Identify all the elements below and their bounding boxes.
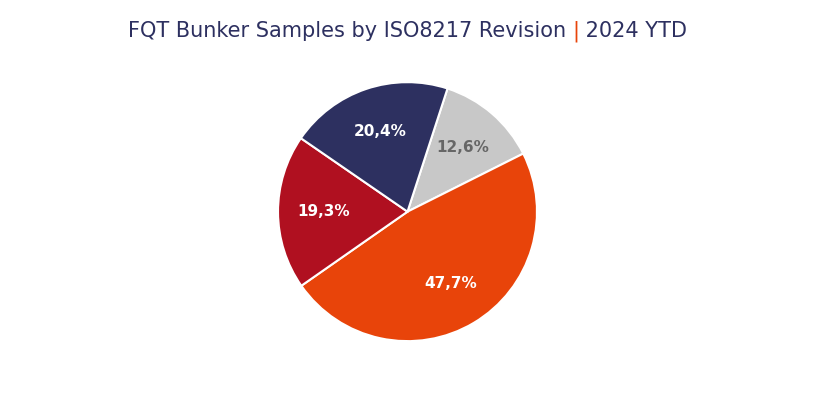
Wedge shape <box>302 154 537 341</box>
Wedge shape <box>408 88 523 212</box>
Text: 2024 YTD: 2024 YTD <box>579 21 687 41</box>
Wedge shape <box>278 138 408 286</box>
Text: |: | <box>572 21 579 42</box>
Wedge shape <box>301 82 447 212</box>
Legend: ISO 8217:2005, ISO 8217:2010, ISO 8217:2012, ISO8217:2017: ISO 8217:2005, ISO 8217:2010, ISO 8217:2… <box>117 413 698 415</box>
Text: 12,6%: 12,6% <box>436 140 489 155</box>
Text: FQT Bunker Samples by ISO8217 Revision: FQT Bunker Samples by ISO8217 Revision <box>128 21 572 41</box>
Text: 47,7%: 47,7% <box>424 276 477 291</box>
Text: 20,4%: 20,4% <box>354 124 407 139</box>
Text: 19,3%: 19,3% <box>297 205 350 220</box>
